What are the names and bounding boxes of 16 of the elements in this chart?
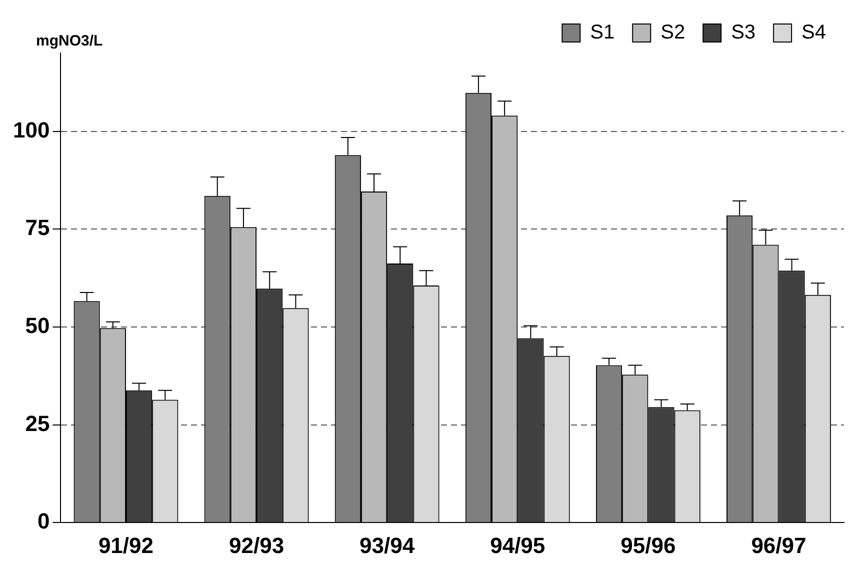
legend-label: S4 [802,22,826,44]
y-tick-label: 75 [25,215,50,240]
x-tick-label: 92/93 [229,532,284,558]
legend-label: S1 [590,22,615,44]
y-axis-title: mgNO3/L [36,32,103,50]
x-tick-label: 95/96 [620,532,676,558]
x-tick-label: 94/95 [490,532,546,558]
x-tick-label: 93/94 [360,532,416,558]
y-tick-label: 0 [37,508,50,534]
x-tick-label: 96/97 [751,532,806,558]
legend-label: S2 [660,22,686,44]
y-tick-label: 100 [12,117,50,142]
x-tick-label: 91/92 [98,532,154,558]
y-tick-label: 25 [25,410,50,436]
y-tick-label: 50 [25,312,50,338]
legend-label: S3 [731,22,756,44]
